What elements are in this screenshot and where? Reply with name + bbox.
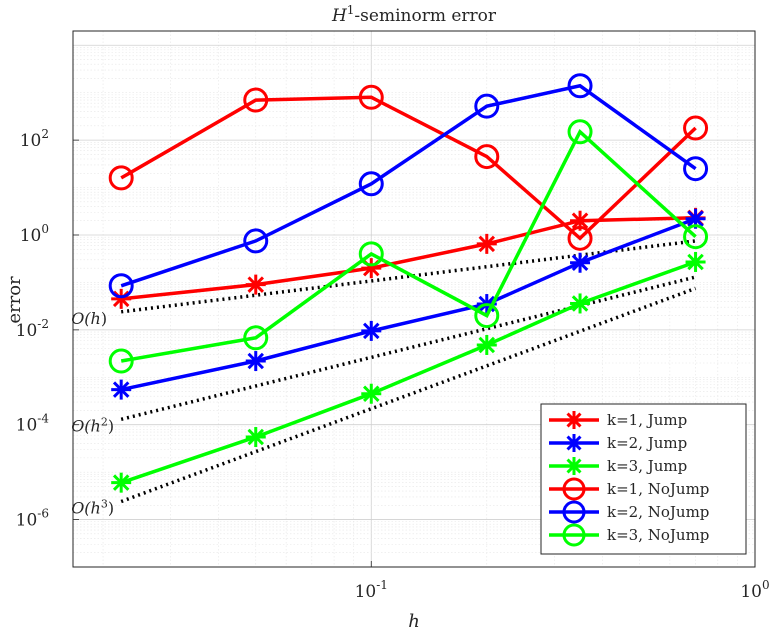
- circle-marker: [474, 93, 500, 119]
- asterisk-marker: [565, 457, 583, 475]
- series-k-3-jump: [111, 251, 706, 493]
- legend-label: k=2, NoJump: [607, 503, 709, 521]
- asterisk-marker: [245, 427, 266, 448]
- asterisk-marker: [361, 383, 382, 404]
- circle-marker: [562, 523, 586, 547]
- circle-marker: [683, 156, 709, 182]
- circle-marker: [243, 325, 269, 351]
- circle-marker: [567, 73, 593, 99]
- circle-marker: [567, 225, 593, 251]
- asterisk-marker: [361, 320, 382, 341]
- circle-marker: [108, 273, 134, 299]
- series-k-3-nojump: [108, 119, 709, 374]
- series-k-2-nojump: [108, 73, 709, 299]
- y-tick-label: 10-4: [16, 412, 50, 436]
- circle-marker: [683, 115, 709, 141]
- series-line: [120, 217, 697, 392]
- circle-marker: [243, 87, 269, 113]
- asterisk-marker: [685, 251, 706, 272]
- reference-line-label: O(h3): [71, 498, 114, 518]
- legend-label: k=3, Jump: [607, 457, 687, 475]
- reference-line-label: O(h): [71, 309, 107, 328]
- circle-marker: [358, 241, 384, 267]
- reference-line: [120, 286, 697, 504]
- asterisk-marker: [565, 411, 583, 429]
- asterisk-marker: [245, 274, 266, 295]
- x-tick-label: 10-1: [355, 578, 388, 602]
- asterisk-marker: [476, 334, 497, 355]
- reference-line: [120, 239, 696, 314]
- legend-label: k=1, Jump: [607, 411, 687, 429]
- asterisk-marker: [111, 379, 132, 400]
- x-tick-label: 100: [740, 578, 769, 602]
- asterisk-marker: [570, 252, 591, 273]
- legend-label: k=3, NoJump: [607, 526, 709, 544]
- series-line: [120, 83, 697, 288]
- circle-marker: [108, 165, 134, 191]
- y-tick-label: 10-2: [16, 317, 49, 341]
- series-line: [120, 128, 697, 363]
- y-axis-title: error: [4, 276, 25, 324]
- legend-entry: k=1, Jump: [549, 411, 687, 429]
- data-series: [108, 73, 709, 493]
- asterisk-marker: [111, 472, 132, 493]
- circle-marker: [474, 303, 500, 329]
- circle-marker: [567, 119, 593, 145]
- y-tick-label: 10-6: [16, 507, 49, 531]
- series-k-1-nojump: [108, 84, 709, 251]
- series-line: [120, 260, 697, 485]
- legend-entry: k=3, Jump: [549, 457, 687, 475]
- asterisk-marker: [111, 288, 132, 309]
- axis-ticks: 10-1 100 10-6 10-4 10-2 100 102: [16, 127, 769, 602]
- legend-entry: k=3, NoJump: [549, 523, 709, 547]
- circle-marker: [243, 228, 269, 254]
- legend: k=1, Jump k=2, Jump k=3, Jump k=1, NoJump k=…: [540, 403, 747, 555]
- circle-marker: [474, 144, 500, 170]
- series-line: [120, 95, 697, 241]
- legend-entry: k=2, Jump: [549, 434, 687, 452]
- circle-marker: [358, 84, 384, 110]
- legend-label: k=1, NoJump: [607, 480, 709, 498]
- legend-entry: k=1, NoJump: [549, 477, 709, 501]
- reference-lines: O(h) O(h2) O(h3): [71, 239, 697, 518]
- circle-marker: [358, 171, 384, 197]
- asterisk-marker: [476, 233, 497, 254]
- y-tick-label: 102: [20, 127, 49, 151]
- legend-entry: k=2, NoJump: [549, 500, 709, 524]
- reference-line: [120, 275, 696, 422]
- chart-title: H1-seminorm error: [331, 3, 497, 26]
- circle-marker: [108, 348, 134, 374]
- asterisk-marker: [245, 351, 266, 372]
- legend-label: k=2, Jump: [607, 434, 687, 452]
- asterisk-marker: [565, 434, 583, 452]
- circle-marker: [683, 224, 709, 250]
- circle-marker: [562, 500, 586, 524]
- y-tick-label: 100: [20, 222, 49, 246]
- reference-line-label: O(h2): [71, 415, 114, 435]
- x-axis-title: h: [408, 611, 420, 632]
- asterisk-marker: [570, 293, 591, 314]
- circle-marker: [562, 477, 586, 501]
- plot-area-border: [72, 30, 756, 568]
